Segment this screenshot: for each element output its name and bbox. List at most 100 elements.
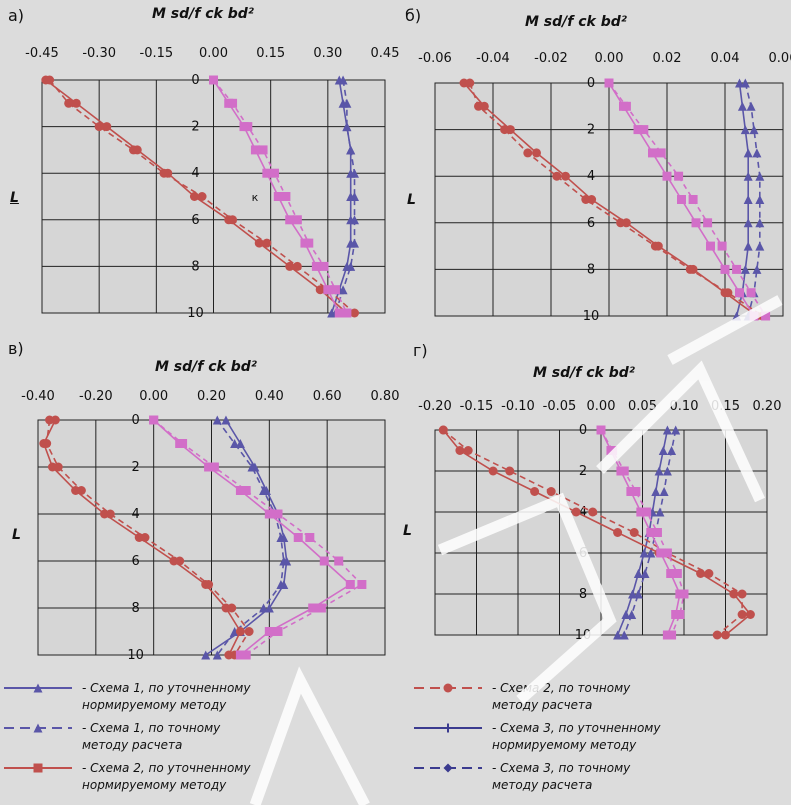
chart-svg: -0.06 -0.04 -0.02 0.00 0.02 0.04 0.06 0 2 4 6 8 10 bbox=[418, 51, 791, 324]
data-point bbox=[465, 78, 475, 88]
data-point bbox=[342, 308, 352, 318]
x-tick-label: 0.06 bbox=[769, 51, 791, 66]
x-tick-label: -0.30 bbox=[82, 46, 116, 61]
data-point bbox=[752, 148, 762, 158]
data-point bbox=[279, 556, 289, 566]
x-tick-label: 0.00 bbox=[199, 46, 228, 61]
chart-svg: -0.20 -0.15 -0.10 -0.05 0.00 0.05 0.10 0.15 0.20… bbox=[418, 399, 781, 643]
y-tick-label: 4 bbox=[132, 507, 140, 522]
data-point bbox=[740, 264, 750, 274]
data-point bbox=[523, 148, 533, 158]
data-point bbox=[319, 556, 329, 566]
data-point bbox=[755, 241, 765, 251]
legend-swatch bbox=[4, 763, 72, 773]
y-tick-label: 2 bbox=[132, 460, 140, 475]
y-tick-label: 0 bbox=[132, 413, 140, 428]
data-point bbox=[666, 569, 676, 578]
data-point bbox=[646, 548, 656, 558]
data-point bbox=[642, 507, 652, 517]
data-point bbox=[712, 630, 722, 640]
data-point bbox=[178, 439, 188, 448]
data-point bbox=[311, 261, 321, 271]
data-point bbox=[552, 171, 562, 181]
data-point bbox=[596, 425, 606, 435]
x-tick-label: 0.45 bbox=[371, 46, 400, 61]
panel-label: б) bbox=[405, 6, 422, 25]
y-tick-label: 6 bbox=[587, 216, 595, 231]
data-point bbox=[488, 466, 498, 476]
y-tick-label: 10 bbox=[583, 309, 600, 324]
legend-text: - Схема 3, по уточненному нормируемому м… bbox=[492, 721, 661, 752]
data-point bbox=[334, 308, 344, 318]
x-tick-label: -0.20 bbox=[418, 399, 452, 414]
series-line bbox=[608, 82, 767, 317]
data-point bbox=[350, 308, 360, 318]
data-point bbox=[662, 171, 672, 181]
data-point bbox=[212, 415, 222, 425]
legend-marker bbox=[33, 763, 43, 773]
data-point bbox=[674, 171, 684, 181]
y-tick-label: 8 bbox=[132, 601, 140, 616]
data-point bbox=[94, 122, 104, 132]
data-point bbox=[621, 101, 631, 111]
data-point bbox=[292, 261, 302, 271]
data-point bbox=[42, 439, 52, 448]
legend-swatch bbox=[414, 723, 482, 733]
data-point bbox=[209, 462, 219, 472]
data-point bbox=[204, 462, 214, 472]
x-tick-label: -0.15 bbox=[140, 46, 174, 61]
chart-svg: -0.45 -0.30 -0.15 0.00 0.15 0.30 0.45 0 2 4 6 8 10 к bbox=[25, 46, 399, 321]
data-point bbox=[604, 78, 614, 88]
data-point bbox=[619, 630, 629, 640]
data-point bbox=[745, 610, 755, 619]
x-tick-label: -0.04 bbox=[476, 51, 510, 66]
data-point bbox=[53, 462, 63, 472]
data-point bbox=[273, 627, 283, 636]
data-point bbox=[241, 650, 251, 660]
data-point bbox=[740, 78, 750, 88]
y-tick-label: 0 bbox=[579, 423, 587, 438]
data-point bbox=[262, 168, 272, 178]
data-point bbox=[438, 425, 448, 435]
data-point bbox=[743, 148, 753, 158]
x-tick-label: 0.00 bbox=[595, 51, 624, 66]
data-point bbox=[743, 218, 753, 228]
data-point bbox=[621, 610, 631, 619]
data-point bbox=[45, 415, 55, 425]
series-line bbox=[153, 419, 364, 656]
y-axis-label: L bbox=[407, 192, 416, 208]
data-point bbox=[319, 261, 329, 271]
data-point bbox=[204, 580, 214, 589]
data-point bbox=[656, 548, 666, 558]
data-point bbox=[350, 215, 360, 225]
panel-label: в) bbox=[8, 339, 24, 358]
data-point bbox=[761, 311, 771, 321]
y-axis-label: L bbox=[403, 523, 412, 539]
data-point bbox=[530, 487, 540, 496]
data-point bbox=[737, 101, 747, 111]
data-point bbox=[655, 507, 665, 517]
data-point bbox=[505, 466, 515, 476]
x-tick-label: 0.02 bbox=[653, 51, 682, 66]
legend-swatch bbox=[414, 683, 482, 693]
series-line bbox=[744, 82, 761, 317]
chart-svg: -0.40 -0.20 0.00 0.20 0.40 0.60 0.80 0 2 4 6 8 10 bbox=[21, 389, 399, 663]
x-tick-label: 0.00 bbox=[587, 399, 616, 414]
data-point bbox=[743, 195, 753, 204]
series-s2b bbox=[45, 75, 360, 318]
data-point bbox=[308, 603, 318, 613]
y-tick-label: 10 bbox=[127, 648, 144, 663]
data-point bbox=[746, 101, 756, 111]
x-tick-label: 0.15 bbox=[711, 399, 740, 414]
series-s3b bbox=[209, 75, 352, 318]
data-point bbox=[588, 507, 598, 517]
data-point bbox=[269, 168, 279, 178]
legend-text: - Схема 2, по точному методу расчета bbox=[492, 681, 631, 712]
series-line bbox=[442, 429, 743, 636]
data-point bbox=[755, 218, 765, 228]
data-point bbox=[656, 148, 666, 158]
data-point bbox=[281, 192, 291, 201]
chart-panel-c: в) M sd/f ck bd² L -0.40 -0.20 0.00 0.20 0.4… bbox=[0, 335, 399, 675]
data-point bbox=[737, 610, 747, 619]
y-tick-label: 4 bbox=[191, 166, 199, 181]
